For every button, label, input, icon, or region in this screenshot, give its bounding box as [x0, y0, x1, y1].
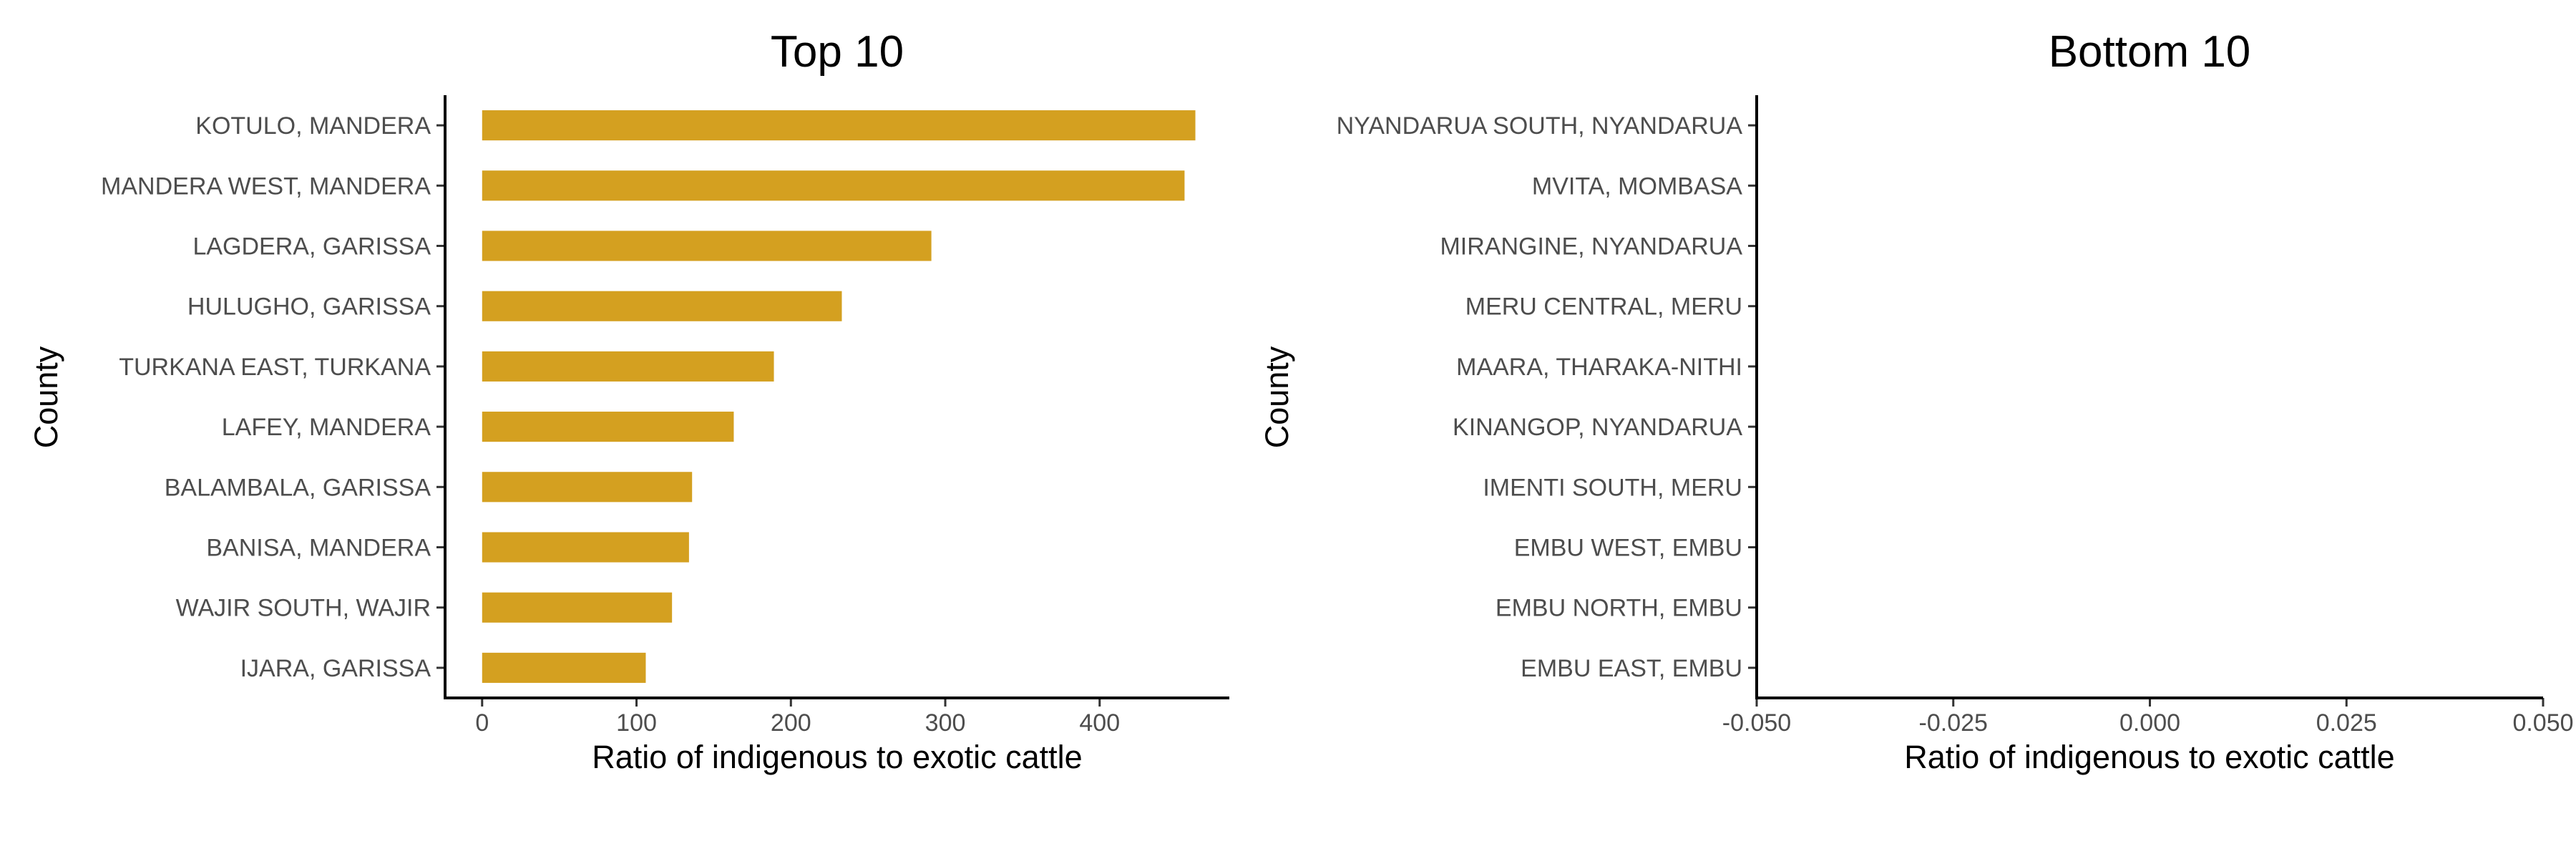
top-10-bar: [482, 230, 932, 261]
bottom-10-y-tick-label: MAARA, THARAKA-NITHI: [1456, 354, 1742, 381]
top-10-y-tick-label: TURKANA EAST, TURKANA: [119, 354, 431, 381]
top-10-x-tick-label: 200: [771, 709, 811, 737]
top-10-bar: [482, 291, 842, 321]
top-10-y-tick-label: KOTULO, MANDERA: [195, 112, 431, 140]
bottom-10-y-tick-label: MERU CENTRAL, MERU: [1465, 293, 1742, 321]
top-10-x-tick-label: 0: [475, 709, 489, 737]
bottom-10-y-tick-label: NYANDARUA SOUTH, NYANDARUA: [1337, 112, 1743, 140]
top-10-y-tick-label: HULUGHO, GARISSA: [187, 293, 431, 321]
bottom-10-x-tick-label: -0.025: [1919, 709, 1988, 737]
bottom-10-y-tick-label: EMBU WEST, EMBU: [1514, 535, 1742, 562]
bottom-10-y-tick-label: MIRANGINE, NYANDARUA: [1440, 233, 1742, 261]
top-10-y-ticks: KOTULO, MANDERA MANDERA WEST, MANDERA LAGD…: [101, 112, 445, 682]
bottom-10-x-tick-label: 0.025: [2316, 709, 2377, 737]
top-10-bar: [482, 170, 1185, 201]
top-10-y-tick-label: IJARA, GARISSA: [240, 655, 431, 682]
bottom-10-y-tick-label: EMBU NORTH, EMBU: [1496, 595, 1742, 622]
bottom-10-y-axis-title: County: [1259, 346, 1295, 448]
bottom-10-y-tick-label: IMENTI SOUTH, MERU: [1483, 474, 1742, 501]
top-10-panel: Top 10 County Ratio of indigenous to exo…: [28, 27, 1229, 775]
top-10-y-tick-label: BANISA, MANDERA: [206, 535, 431, 562]
top-10-bar: [482, 532, 689, 563]
bottom-10-y-tick-label: MVITA, MOMBASA: [1532, 173, 1742, 200]
bottom-10-x-tick-label: -0.050: [1722, 709, 1791, 737]
top-10-x-ticks: 0 100 200 300 400: [475, 698, 1120, 737]
top-10-x-tick-label: 300: [925, 709, 966, 737]
top-10-bars: [482, 110, 1196, 683]
top-10-y-tick-label: MANDERA WEST, MANDERA: [101, 173, 431, 200]
top-10-bar: [482, 351, 774, 382]
bottom-10-x-axis-title: Ratio of indigenous to exotic cattle: [1904, 739, 2394, 775]
top-10-title: Top 10: [771, 27, 904, 77]
top-10-x-tick-label: 400: [1079, 709, 1120, 737]
bottom-10-x-tick-label: 0.000: [2119, 709, 2180, 737]
top-10-y-axis-title: County: [28, 346, 64, 448]
top-10-bar: [482, 592, 673, 623]
top-10-y-tick-label: LAFEY, MANDERA: [222, 414, 431, 441]
top-10-y-tick-label: LAGDERA, GARISSA: [192, 233, 431, 261]
bottom-10-y-tick-label: KINANGOP, NYANDARUA: [1453, 414, 1742, 441]
top-10-bar: [482, 110, 1196, 141]
top-10-x-tick-label: 100: [616, 709, 657, 737]
bottom-10-x-ticks: -0.050 -0.025 0.000 0.025 0.050: [1722, 698, 2574, 737]
bottom-10-y-tick-label: EMBU EAST, EMBU: [1521, 655, 1742, 682]
top-10-bar: [482, 412, 734, 442]
bottom-10-panel: Bottom 10 County Ratio of indigenous to …: [1259, 27, 2574, 775]
top-10-bar: [482, 652, 646, 683]
bottom-10-y-ticks: NYANDARUA SOUTH, NYANDARUA MVITA, MOMBASA…: [1337, 112, 1757, 682]
bottom-10-x-tick-label: 0.050: [2512, 709, 2573, 737]
top-10-y-tick-label: WAJIR SOUTH, WAJIR: [176, 595, 431, 622]
top-10-y-tick-label: BALAMBALA, GARISSA: [165, 474, 431, 501]
top-10-x-axis-title: Ratio of indigenous to exotic cattle: [592, 739, 1082, 775]
bottom-10-title: Bottom 10: [2049, 27, 2251, 77]
top-10-bar: [482, 472, 693, 503]
